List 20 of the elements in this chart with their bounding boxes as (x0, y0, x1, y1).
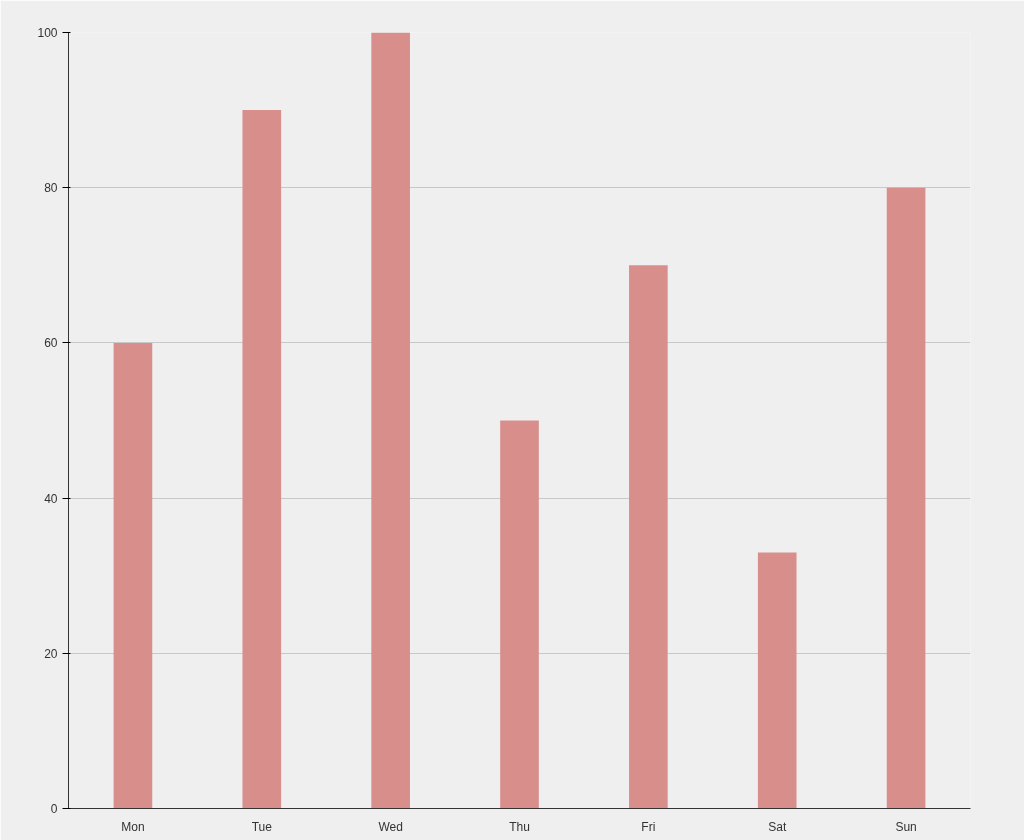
bar (629, 265, 668, 809)
x-tick-label: Fri (641, 819, 656, 834)
y-tick-label: 0 (50, 802, 58, 816)
y-tick-label: 100 (37, 26, 58, 40)
y-tick-label: 60 (44, 336, 58, 351)
y-tick-label: 20 (44, 646, 58, 661)
y-tick-label: 80 (44, 181, 58, 196)
x-tick-label: Thu (509, 819, 530, 834)
x-tick-label: Tue (251, 819, 273, 834)
bar (886, 187, 926, 809)
bar (757, 552, 797, 809)
x-tick-label: Mon (121, 819, 145, 834)
y-tick-label: 40 (44, 491, 58, 506)
x-tick-label: Sat (768, 819, 787, 834)
bar (242, 110, 282, 809)
bar (113, 342, 153, 809)
x-tick-label: Wed (378, 819, 403, 834)
bar (500, 420, 539, 809)
x-tick-label: Sun (895, 819, 917, 834)
bar (371, 32, 410, 809)
